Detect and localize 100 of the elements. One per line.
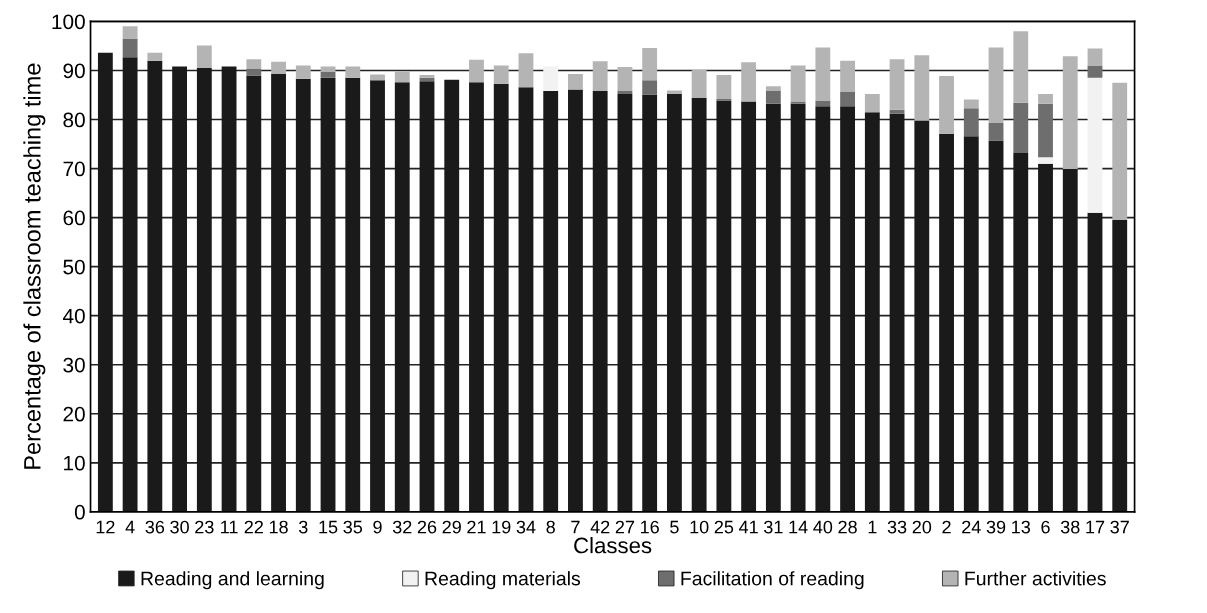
bar bbox=[246, 59, 262, 70]
bar bbox=[716, 74, 732, 99]
bar bbox=[963, 99, 979, 109]
bar bbox=[1087, 77, 1103, 213]
bar bbox=[617, 67, 633, 91]
x-tick-label: 29 bbox=[442, 520, 461, 534]
bar bbox=[196, 45, 212, 69]
bar bbox=[864, 94, 880, 113]
x-tick-label: 40 bbox=[813, 520, 833, 534]
x-axis-title: Classes bbox=[574, 537, 652, 554]
bar bbox=[741, 62, 757, 102]
x-tick-label: 4 bbox=[125, 520, 135, 534]
bar bbox=[840, 92, 856, 107]
bar bbox=[370, 74, 385, 81]
bar bbox=[1013, 31, 1029, 103]
y-tick-label: 70 bbox=[63, 161, 85, 177]
legend-label: Reading materials bbox=[425, 571, 581, 590]
legend-label: Further activities bbox=[965, 571, 1106, 586]
x-tick-label: 2 bbox=[942, 520, 951, 534]
bar bbox=[691, 70, 707, 98]
bar bbox=[1013, 102, 1029, 153]
bar bbox=[122, 26, 138, 39]
y-axis-title: Percentage of classroom teaching time bbox=[23, 63, 46, 469]
bar bbox=[790, 65, 806, 102]
x-tick-label: 41 bbox=[739, 520, 758, 534]
bar bbox=[295, 65, 311, 79]
x-tick-label: 12 bbox=[96, 520, 115, 534]
x-tick-label: 23 bbox=[195, 520, 214, 534]
y-tick-label: 50 bbox=[63, 259, 85, 275]
x-tick-label: 11 bbox=[221, 520, 238, 534]
bar bbox=[642, 47, 658, 81]
x-tick-label: 30 bbox=[170, 520, 189, 534]
bar bbox=[1087, 48, 1103, 66]
bar bbox=[963, 108, 979, 137]
x-tick-label: 13 bbox=[1012, 520, 1031, 534]
bar bbox=[1087, 65, 1103, 78]
bar bbox=[1112, 82, 1128, 221]
y-tick-label: 30 bbox=[63, 357, 85, 373]
x-tick-label: 6 bbox=[1041, 520, 1050, 534]
x-tick-label: 10 bbox=[690, 520, 709, 534]
x-tick-label: 38 bbox=[1060, 520, 1080, 534]
x-tick-label: 19 bbox=[492, 520, 511, 534]
x-tick-label: 20 bbox=[912, 520, 932, 534]
bar bbox=[1038, 103, 1053, 158]
bar bbox=[147, 52, 163, 61]
x-tick-label: 25 bbox=[714, 520, 734, 534]
x-tick-label: 34 bbox=[516, 520, 536, 534]
x-tick-label: 8 bbox=[546, 520, 555, 534]
bar bbox=[642, 80, 658, 95]
bar bbox=[320, 71, 336, 78]
bar bbox=[469, 59, 484, 83]
x-tick-label: 27 bbox=[615, 520, 635, 534]
y-tick-label: 80 bbox=[63, 112, 85, 128]
x-tick-label: 14 bbox=[789, 520, 808, 534]
bar bbox=[543, 66, 559, 92]
bar bbox=[815, 100, 831, 107]
x-tick-label: 16 bbox=[641, 520, 659, 534]
x-tick-label: 35 bbox=[343, 520, 363, 534]
y-tick-label: 10 bbox=[64, 455, 85, 471]
bar bbox=[939, 75, 954, 134]
x-tick-label: 15 bbox=[319, 520, 338, 534]
x-tick-label: 9 bbox=[373, 520, 382, 534]
bar bbox=[914, 55, 930, 121]
x-tick-label: 37 bbox=[1110, 520, 1129, 534]
x-tick-label: 32 bbox=[392, 520, 412, 534]
x-tick-label: 5 bbox=[670, 520, 679, 534]
x-tick-label: 7 bbox=[571, 520, 580, 534]
x-tick-label: 42 bbox=[590, 520, 610, 534]
legend-label: Reading and learning bbox=[141, 571, 324, 590]
bar bbox=[271, 61, 286, 74]
x-tick-label: 3 bbox=[298, 520, 308, 534]
legend-label: Facilitation of reading bbox=[681, 571, 864, 590]
x-tick-label: 39 bbox=[986, 520, 1006, 534]
x-tick-label: 28 bbox=[838, 520, 857, 534]
x-tick-label: 22 bbox=[244, 520, 263, 534]
bar bbox=[988, 122, 1004, 141]
bar bbox=[345, 66, 361, 78]
bar bbox=[889, 109, 905, 114]
x-tick-label: 17 bbox=[1086, 520, 1105, 534]
bar bbox=[246, 69, 262, 76]
y-tick-label: 40 bbox=[62, 308, 85, 324]
bar bbox=[1038, 157, 1053, 164]
x-tick-label: 31 bbox=[764, 520, 783, 534]
x-tick-label: 24 bbox=[962, 520, 981, 534]
bar bbox=[790, 101, 806, 104]
x-tick-label: 18 bbox=[269, 520, 288, 534]
bar bbox=[988, 47, 1004, 123]
bar bbox=[592, 61, 608, 92]
y-tick-label: 90 bbox=[63, 63, 85, 79]
bar bbox=[394, 71, 410, 83]
bar bbox=[840, 60, 856, 93]
bar bbox=[493, 65, 509, 84]
x-tick-label: 33 bbox=[887, 520, 907, 534]
bar bbox=[568, 73, 583, 90]
bar bbox=[889, 59, 905, 110]
y-tick-label: 0 bbox=[74, 504, 85, 520]
y-tick-label: 100 bbox=[52, 14, 85, 30]
y-tick-label: 20 bbox=[63, 406, 85, 422]
bar bbox=[765, 86, 781, 92]
x-tick-label: 36 bbox=[145, 520, 165, 534]
